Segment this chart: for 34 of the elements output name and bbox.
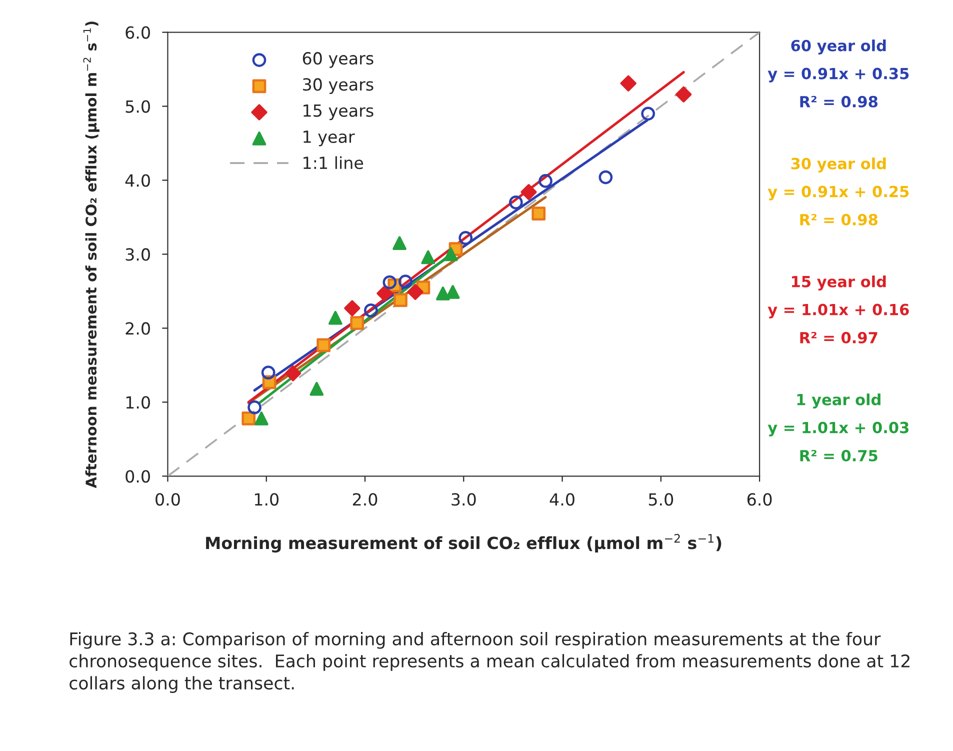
text: y = 0.91x + 0.25 xyxy=(768,186,909,200)
y-tick-label: 6.0 xyxy=(126,26,150,39)
x-tick-label: 0.0 xyxy=(156,493,180,506)
legend-label: 15 years xyxy=(304,104,374,120)
x-axis-title: Morning measurement of soil CO₂ efflux (μmol m$^{−2}$ s$^{−1}$) xyxy=(206,534,722,553)
text: y = 1.01x + 0.03 xyxy=(768,422,908,436)
text: R² = 0.75 xyxy=(800,450,878,462)
x-tick-label: 4.0 xyxy=(550,493,574,506)
text: y = 1.01x + 0.16 xyxy=(768,304,909,318)
legend-label: 30 years xyxy=(303,78,374,94)
legend-label: 1 year xyxy=(304,130,355,146)
y-tick-label: 2.0 xyxy=(126,322,150,335)
y-tick-label: 5.0 xyxy=(126,100,150,113)
text: 30 year old xyxy=(791,158,886,172)
legend-label: 60 years xyxy=(302,52,374,68)
y-tick-label: 4.0 xyxy=(125,174,150,187)
x-tick-label: 5.0 xyxy=(648,493,674,506)
x-tick-label: 2.0 xyxy=(352,493,378,506)
text: R² = 0.98 xyxy=(800,96,878,108)
text: R² = 0.97 xyxy=(800,332,878,344)
y-tick-label: 3.0 xyxy=(126,248,150,261)
text: 1 year old xyxy=(797,394,880,408)
x-tick-label: 3.0 xyxy=(452,493,476,506)
caption: Figure 3.3 a: Comparison of morning and afternoon soil respiration measurements at the four chronosequence sites. Each point represents a mean calculated from measurements done at 12 collars along the transect. xyxy=(70,632,910,693)
y-axis-title: Afternoon measurement of soil CO₂ efflux (μmol m$^{−2}$ s$^{−1}$) xyxy=(83,22,100,488)
text: y = 0.91x + 0.35 xyxy=(768,68,909,82)
x-tick-label: 1.0 xyxy=(254,493,279,506)
y-tick-label: 1.0 xyxy=(126,396,150,409)
text: 15 year old xyxy=(792,276,886,290)
legend-label: 1:1 line xyxy=(304,156,364,170)
x-tick-label: 6.0 xyxy=(747,493,772,506)
text: 60 year old xyxy=(791,40,886,54)
text: R² = 0.98 xyxy=(800,214,878,226)
y-tick-label: 0.0 xyxy=(126,470,150,483)
